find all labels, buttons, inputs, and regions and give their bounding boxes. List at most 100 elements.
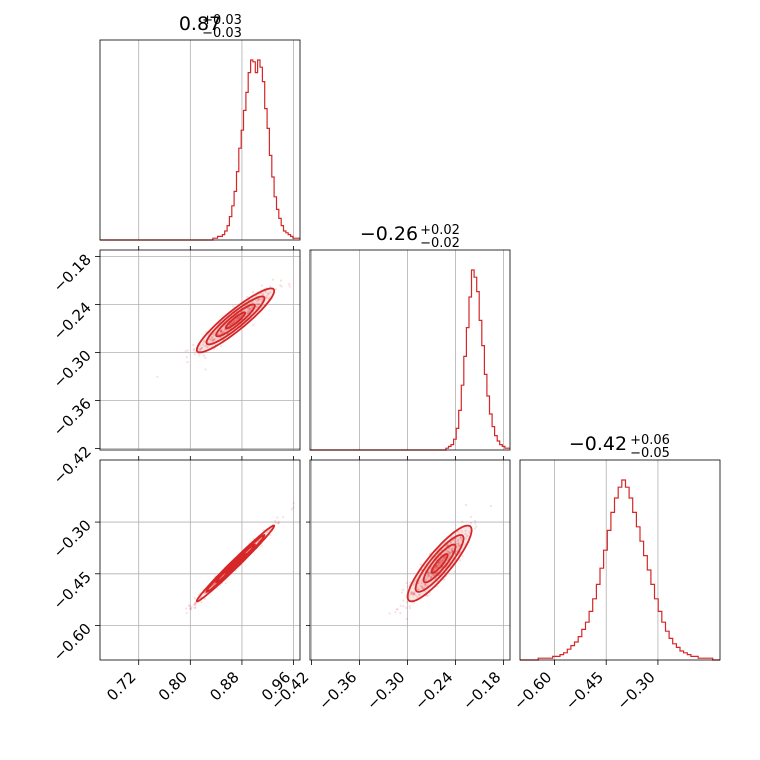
sample-point xyxy=(238,315,241,319)
sample-point xyxy=(412,592,415,595)
sample-point xyxy=(457,542,460,545)
sample-point xyxy=(460,530,463,533)
sample-point xyxy=(274,288,278,291)
sample-point xyxy=(427,594,430,597)
sample-point xyxy=(401,588,405,591)
sample-point xyxy=(211,336,214,339)
title-param-3-sup: +0.06 xyxy=(630,433,670,448)
sample-point xyxy=(452,539,455,542)
sample-point xyxy=(192,343,195,347)
sample-point xyxy=(212,338,215,341)
sample-point xyxy=(466,534,469,537)
sample-point xyxy=(454,542,457,545)
sample-point xyxy=(412,592,415,596)
sample-point xyxy=(193,353,196,356)
sample-point xyxy=(400,591,403,594)
scatter-panel-3-1 xyxy=(100,460,300,660)
sample-point xyxy=(213,338,216,341)
sample-point xyxy=(204,344,207,347)
sample-point xyxy=(209,338,212,341)
sample-point xyxy=(292,502,295,505)
sample-point xyxy=(220,330,223,333)
sample-point xyxy=(231,322,234,325)
x-tick-label: −0.18 xyxy=(459,668,504,713)
panel-frame xyxy=(99,249,301,451)
sample-point xyxy=(427,572,430,575)
sample-point xyxy=(455,550,458,553)
sample-point xyxy=(188,604,191,607)
histogram-step xyxy=(310,269,510,451)
sample-point xyxy=(413,582,416,585)
sample-point xyxy=(445,544,448,547)
sample-point xyxy=(430,575,433,578)
sample-point xyxy=(200,601,203,604)
sample-point xyxy=(418,593,421,597)
contour-level xyxy=(205,295,266,346)
sample-point xyxy=(432,574,435,577)
sample-point xyxy=(221,331,224,334)
sample-point xyxy=(256,303,259,306)
sample-point xyxy=(453,570,456,573)
sample-point xyxy=(234,319,237,322)
sample-point xyxy=(427,574,430,577)
sample-point xyxy=(267,293,270,296)
sample-point xyxy=(411,591,414,594)
sample-point xyxy=(453,538,456,541)
sample-point xyxy=(432,573,435,576)
sample-point xyxy=(420,579,423,582)
sample-point xyxy=(412,592,415,595)
sample-point xyxy=(464,529,467,533)
sample-point xyxy=(267,292,270,295)
sample-point xyxy=(421,587,424,590)
sample-point xyxy=(405,617,409,621)
sample-point xyxy=(213,331,216,334)
sample-point xyxy=(288,283,291,286)
panel-frame-group xyxy=(309,459,511,661)
sample-point xyxy=(206,345,209,348)
title-param-3-sub: −0.05 xyxy=(630,446,670,461)
sample-point xyxy=(440,559,443,562)
sample-point xyxy=(184,350,187,353)
sample-point xyxy=(413,591,416,594)
sample-point xyxy=(409,592,412,596)
sample-point xyxy=(448,552,451,555)
sample-point xyxy=(192,349,195,352)
y-tick-label: −0.42 xyxy=(50,443,95,488)
sample-point xyxy=(437,564,440,567)
sample-point xyxy=(204,356,207,360)
panel-frame xyxy=(99,459,301,661)
sample-point xyxy=(205,330,208,333)
contour-level xyxy=(224,553,247,574)
contour-level xyxy=(224,311,247,330)
sample-point xyxy=(428,571,431,574)
sample-point xyxy=(414,593,417,597)
sample-point xyxy=(258,298,261,301)
sample-point xyxy=(409,581,412,584)
sample-point xyxy=(409,607,412,610)
sample-point xyxy=(248,310,251,313)
sample-point xyxy=(288,285,291,288)
sample-point xyxy=(204,368,207,371)
sample-point xyxy=(448,551,451,554)
sample-point xyxy=(442,559,445,562)
sample-point xyxy=(260,284,264,287)
sample-point xyxy=(238,315,241,318)
sample-point xyxy=(450,547,454,551)
sample-point xyxy=(247,309,250,312)
sample-point xyxy=(388,612,391,615)
sample-point xyxy=(212,583,216,586)
y-tick-label: −0.30 xyxy=(50,347,95,392)
sample-point xyxy=(224,582,227,585)
sample-point xyxy=(427,575,430,578)
sample-point xyxy=(269,291,272,294)
sample-point xyxy=(459,536,462,539)
histogram-step xyxy=(520,479,720,661)
sample-point xyxy=(457,541,460,545)
sample-point xyxy=(427,571,430,574)
sample-point xyxy=(198,354,201,357)
sample-point xyxy=(190,605,193,609)
sample-point xyxy=(419,584,422,588)
sample-point xyxy=(262,293,265,296)
panel-frame xyxy=(309,249,511,451)
sample-point xyxy=(248,307,251,310)
